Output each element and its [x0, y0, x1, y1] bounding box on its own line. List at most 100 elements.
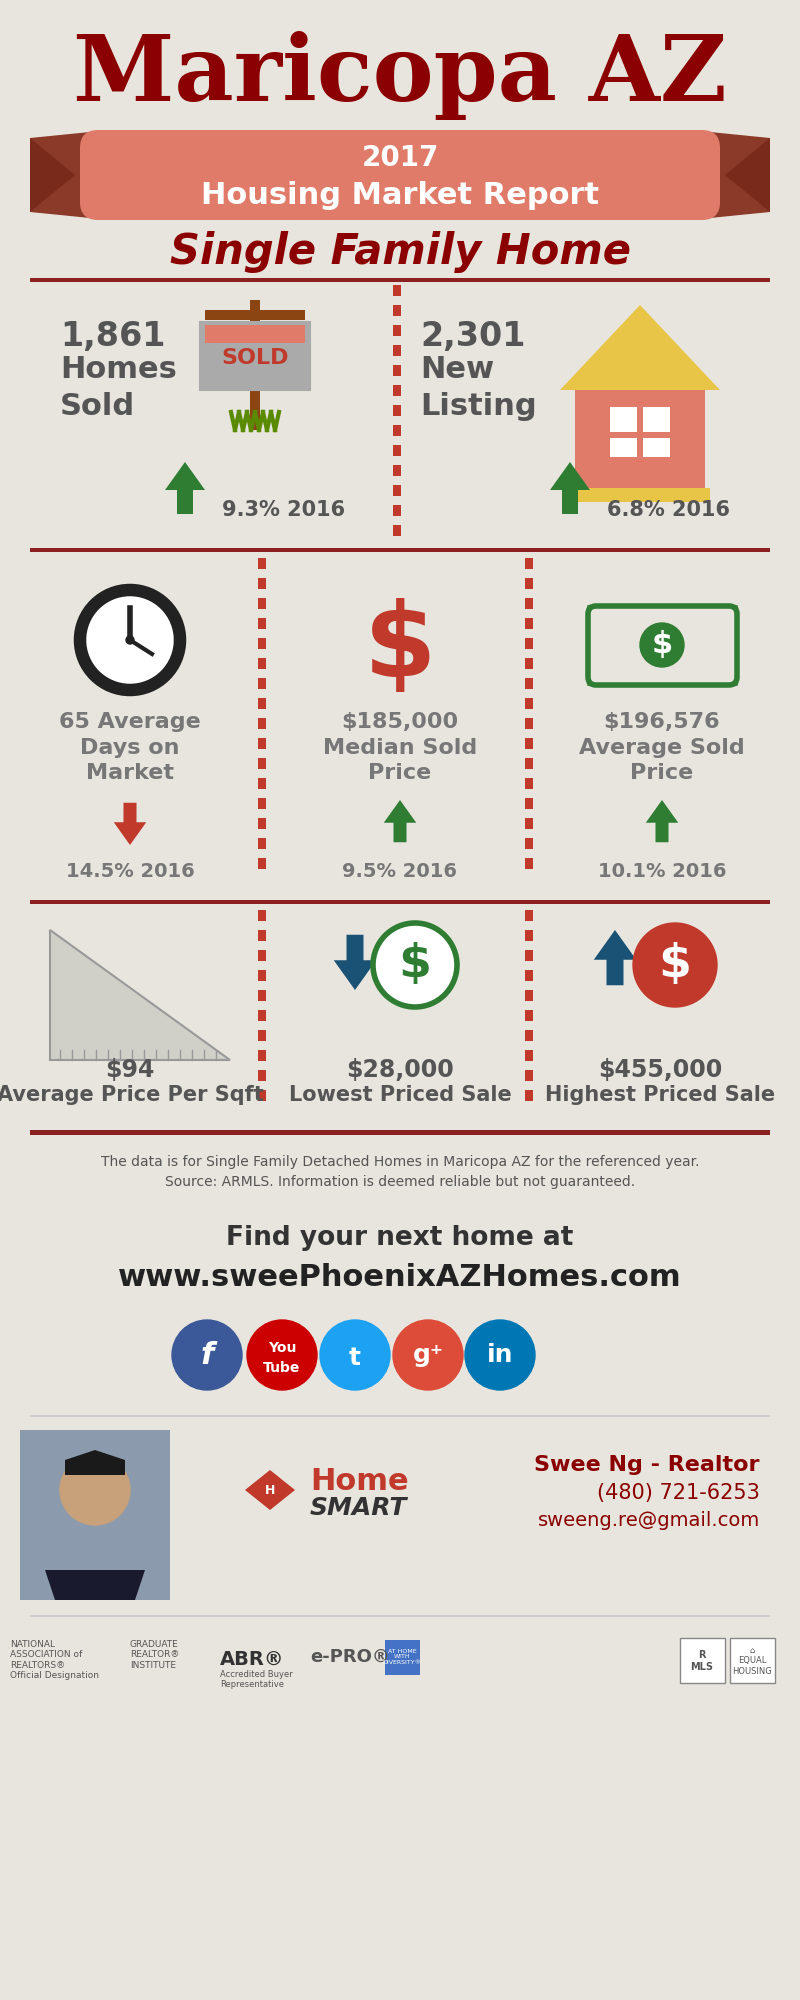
- Bar: [258, 778, 266, 788]
- Text: 2017: 2017: [362, 144, 438, 172]
- Text: sweeng.re@gmail.com: sweeng.re@gmail.com: [538, 1512, 760, 1530]
- Bar: [610, 432, 670, 438]
- Bar: [258, 1070, 266, 1080]
- Text: R
MLS: R MLS: [690, 1650, 714, 1672]
- Bar: [385, 1640, 420, 1676]
- Text: $: $: [658, 942, 691, 988]
- Bar: [525, 1010, 533, 1020]
- Bar: [525, 1090, 533, 1100]
- Text: Homes: Homes: [60, 356, 177, 384]
- Bar: [525, 1030, 533, 1040]
- Bar: [258, 718, 266, 728]
- Text: $: $: [651, 630, 673, 660]
- Bar: [730, 1638, 775, 1684]
- Polygon shape: [594, 930, 636, 986]
- Bar: [525, 598, 533, 608]
- Bar: [200, 322, 310, 390]
- Bar: [525, 658, 533, 668]
- Bar: [525, 1050, 533, 1060]
- Polygon shape: [690, 130, 770, 220]
- Bar: [20, 1430, 170, 1600]
- Bar: [575, 390, 705, 490]
- Bar: [525, 718, 533, 728]
- Polygon shape: [550, 462, 590, 514]
- Bar: [393, 404, 401, 416]
- Text: Swee Ng - Realtor: Swee Ng - Realtor: [534, 1456, 760, 1476]
- Bar: [525, 798, 533, 808]
- FancyBboxPatch shape: [80, 130, 720, 220]
- Bar: [258, 658, 266, 668]
- Bar: [525, 838, 533, 848]
- Bar: [525, 970, 533, 980]
- Bar: [258, 930, 266, 942]
- Text: Home: Home: [310, 1468, 409, 1496]
- Text: 14.5% 2016: 14.5% 2016: [66, 862, 194, 880]
- Bar: [525, 990, 533, 1000]
- Bar: [680, 1638, 725, 1684]
- Bar: [525, 818, 533, 828]
- Text: Housing Market Report: Housing Market Report: [201, 180, 599, 210]
- Text: $455,000: $455,000: [598, 1058, 722, 1082]
- Bar: [258, 738, 266, 748]
- Bar: [525, 778, 533, 788]
- Bar: [525, 858, 533, 868]
- Text: e-PRO®: e-PRO®: [310, 1648, 390, 1666]
- Bar: [30, 548, 770, 552]
- Polygon shape: [30, 130, 110, 220]
- Text: ⌂
EQUAL
HOUSING: ⌂ EQUAL HOUSING: [732, 1646, 772, 1676]
- Polygon shape: [334, 934, 376, 990]
- Polygon shape: [114, 802, 146, 844]
- Bar: [590, 608, 735, 684]
- Bar: [258, 618, 266, 628]
- Text: H: H: [265, 1484, 275, 1496]
- Text: Lowest Priced Sale: Lowest Priced Sale: [289, 1084, 511, 1104]
- Text: $: $: [364, 598, 436, 698]
- Polygon shape: [725, 138, 770, 212]
- Text: $: $: [398, 942, 431, 988]
- Bar: [393, 284, 401, 296]
- Bar: [610, 408, 670, 458]
- Bar: [30, 1130, 770, 1136]
- Bar: [525, 738, 533, 748]
- Polygon shape: [560, 304, 720, 390]
- Bar: [393, 484, 401, 496]
- Circle shape: [126, 636, 134, 644]
- Bar: [525, 758, 533, 768]
- Bar: [30, 900, 770, 904]
- Bar: [393, 364, 401, 376]
- Circle shape: [172, 1320, 242, 1390]
- Bar: [258, 858, 266, 868]
- Bar: [525, 638, 533, 648]
- Bar: [393, 426, 401, 436]
- Polygon shape: [65, 1450, 125, 1476]
- Bar: [200, 322, 310, 390]
- Polygon shape: [45, 1570, 145, 1600]
- Bar: [258, 638, 266, 648]
- Text: Highest Priced Sale: Highest Priced Sale: [545, 1084, 775, 1104]
- Text: 6.8% 2016: 6.8% 2016: [607, 500, 730, 520]
- Bar: [393, 344, 401, 356]
- Bar: [393, 304, 401, 316]
- Bar: [258, 970, 266, 980]
- Bar: [570, 488, 710, 502]
- Text: 9.3% 2016: 9.3% 2016: [222, 500, 345, 520]
- Circle shape: [80, 590, 180, 690]
- Bar: [393, 464, 401, 476]
- Bar: [393, 446, 401, 456]
- FancyBboxPatch shape: [588, 606, 737, 684]
- Bar: [258, 558, 266, 568]
- Polygon shape: [384, 800, 416, 842]
- Text: Single Family Home: Single Family Home: [170, 230, 630, 272]
- Text: Maricopa AZ: Maricopa AZ: [73, 30, 727, 120]
- Circle shape: [320, 1320, 390, 1390]
- Circle shape: [393, 1320, 463, 1390]
- Polygon shape: [165, 462, 205, 514]
- Circle shape: [247, 1320, 317, 1390]
- Polygon shape: [646, 800, 678, 842]
- Bar: [258, 678, 266, 688]
- Bar: [525, 910, 533, 920]
- Text: Accredited Buyer
Representative: Accredited Buyer Representative: [220, 1670, 293, 1690]
- Bar: [258, 838, 266, 848]
- Text: www.sweePhoenixAZHomes.com: www.sweePhoenixAZHomes.com: [118, 1264, 682, 1292]
- Bar: [258, 798, 266, 808]
